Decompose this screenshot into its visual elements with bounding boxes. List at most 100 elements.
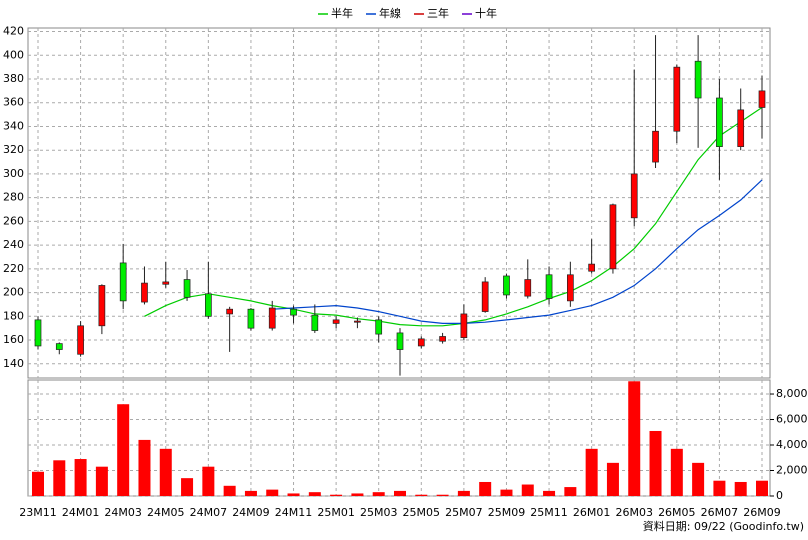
candle-body (481, 281, 489, 312)
y-tick-label: 320 (3, 143, 24, 156)
volume-tick-label: 8,000 (776, 387, 808, 400)
candle-body (311, 314, 319, 331)
volume-bar (351, 493, 364, 496)
candle-body (737, 109, 745, 147)
candle-body (630, 173, 638, 219)
candle-body (55, 343, 63, 350)
y-tick-label: 280 (3, 191, 24, 204)
candle-body (34, 319, 42, 347)
candle-body (503, 275, 510, 296)
candle-body (290, 308, 297, 316)
footer: 資料日期: 09/22 (Goodinfo.tw) (643, 519, 804, 533)
candle-body (609, 204, 617, 270)
volume-bar (415, 494, 428, 496)
y-tick-label: 180 (3, 309, 24, 322)
legend-label: 半年 (331, 6, 353, 20)
volume-bar (564, 487, 577, 496)
volume-bar (606, 462, 619, 496)
volume-bar (436, 494, 449, 496)
y-tick-label: 420 (3, 25, 24, 38)
legend-label: 十年 (475, 6, 497, 20)
candle-body (183, 279, 191, 298)
volume-bar (543, 490, 556, 496)
candle-body (673, 66, 681, 132)
volume-bar (266, 489, 279, 496)
x-tick-label: 24M05 (147, 506, 185, 519)
candle-body (524, 279, 532, 297)
volume-bar (585, 448, 598, 496)
volume-bar (138, 439, 151, 496)
volume-bar (117, 404, 130, 496)
candle-body (716, 97, 723, 147)
volume-bar (74, 459, 87, 496)
candle-body (98, 285, 106, 327)
x-tick-label: 26M01 (573, 506, 611, 519)
volume-bar (692, 462, 705, 496)
candle-body (758, 90, 766, 108)
volume-bar (330, 494, 343, 496)
x-tick-label: 24M09 (232, 506, 270, 519)
volume-bar (756, 480, 768, 496)
x-tick-label: 26M07 (701, 506, 739, 519)
candle-body (588, 263, 595, 272)
x-tick-label: 25M01 (317, 506, 355, 519)
x-tick-label: 25M07 (445, 506, 483, 519)
candle-body (396, 332, 404, 350)
volume-bar (95, 466, 108, 496)
y-tick-label: 240 (3, 238, 24, 251)
volume-bar (181, 478, 194, 496)
x-tick-label: 26M03 (615, 506, 653, 519)
y-tick-label: 200 (3, 286, 24, 299)
volume-tick-label: 0 (776, 489, 783, 502)
candle-body (247, 308, 255, 329)
candle-body (652, 130, 659, 163)
price-panel (27, 27, 771, 379)
volume-tick-label: 2,000 (776, 464, 808, 477)
volume-bar (521, 484, 534, 496)
candle-body (268, 307, 276, 329)
volume-bar (649, 430, 662, 496)
volume-bar (628, 381, 641, 496)
x-tick-label: 26M05 (658, 506, 696, 519)
x-tick-label: 25M09 (488, 506, 526, 519)
y-tick-label: 300 (3, 167, 24, 180)
ma-line (144, 107, 763, 327)
volume-tick-label: 6,000 (776, 413, 808, 426)
y-tick-label: 360 (3, 96, 24, 109)
candle-body (226, 308, 233, 315)
candle-body (417, 338, 425, 347)
y-tick-label: 220 (3, 262, 24, 275)
volume-bar (287, 493, 300, 496)
candle-body (460, 313, 468, 339)
y-tick-label: 160 (3, 333, 24, 346)
x-tick-label: 24M03 (104, 506, 142, 519)
y-tick-label: 340 (3, 119, 24, 132)
y-tick-label: 260 (3, 214, 24, 227)
volume-bar (32, 471, 44, 496)
x-tick-label: 23M11 (19, 506, 57, 519)
candle-body (375, 319, 383, 335)
candle-body (567, 274, 574, 302)
candle-body (77, 325, 84, 355)
legend-label: 年線 (379, 6, 401, 20)
volume-bar (713, 480, 726, 496)
candle-body (141, 282, 148, 303)
x-tick-label: 25M03 (360, 506, 398, 519)
candle-body (354, 320, 361, 323)
candle-body (545, 274, 553, 299)
volume-bar (159, 448, 172, 496)
volume-bar (479, 481, 492, 496)
candle-body (694, 60, 702, 99)
x-tick-label: 24M07 (190, 506, 228, 519)
legend-label: 三年 (427, 6, 449, 20)
volume-bar (670, 448, 683, 496)
volume-bar (372, 492, 385, 496)
x-tick-label: 25M11 (530, 506, 568, 519)
ma-line (272, 179, 763, 324)
candle-body (162, 281, 170, 285)
volume-bar (394, 490, 406, 496)
candle-body (439, 336, 446, 342)
volume-bar (308, 492, 321, 496)
